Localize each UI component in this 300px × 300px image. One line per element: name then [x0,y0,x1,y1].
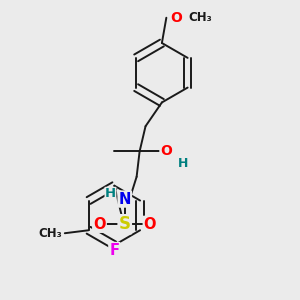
Text: O: O [170,11,182,25]
Text: O: O [144,217,156,232]
Text: CH₃: CH₃ [189,11,212,24]
Text: CH₃: CH₃ [39,227,62,240]
Text: H: H [105,187,116,200]
Text: F: F [109,243,119,258]
Text: O: O [160,145,172,158]
Text: O: O [93,217,106,232]
Text: H: H [178,157,189,170]
Text: N: N [118,191,131,206]
Text: S: S [119,215,131,233]
